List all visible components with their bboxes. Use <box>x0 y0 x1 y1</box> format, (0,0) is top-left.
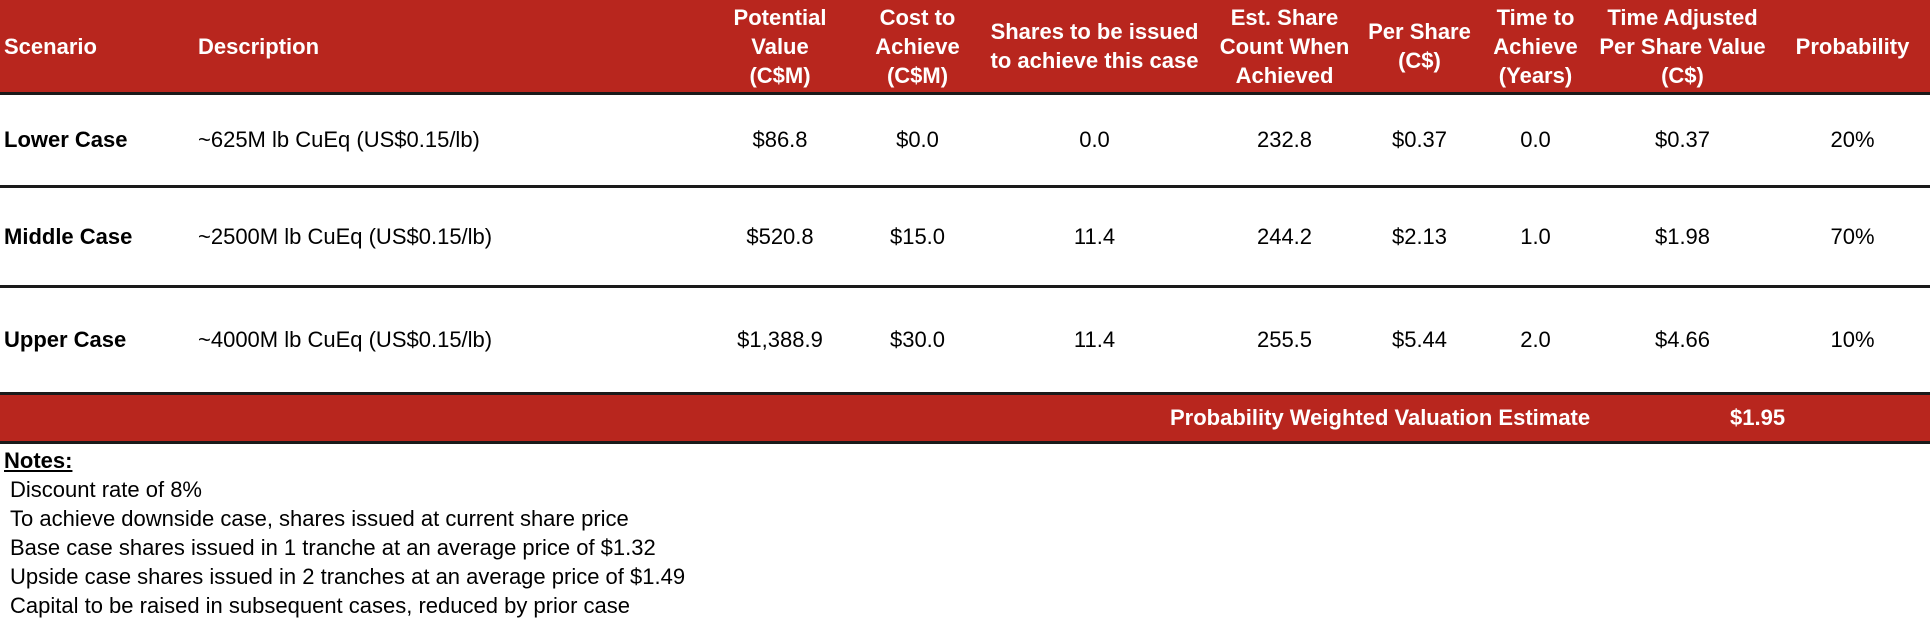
cell-description: ~625M lb CuEq (US$0.15/lb) <box>198 127 480 152</box>
cell-est-share-count: 255.5 <box>1256 326 1313 352</box>
cell-est-share-count: 232.8 <box>1256 127 1313 152</box>
cell-time-to-achieve: 1.0 <box>1520 223 1551 249</box>
cell-per-share: $0.37 <box>1391 127 1448 152</box>
cell-time-adjusted-value: $1.98 <box>1654 223 1711 249</box>
header-description: Description <box>198 33 320 59</box>
header-est-share-count: Est. Share Count When Achieved <box>1219 4 1350 88</box>
table-row: Upper Case ~4000M lb CuEq (US$0.15/lb) $… <box>0 288 1930 391</box>
header-time-to-achieve: Time to Achieve (Years) <box>1493 4 1578 88</box>
header-potential-value: Potential Value (C$M) <box>733 4 827 88</box>
valuation-total-label: Probability Weighted Valuation Estimate <box>1170 405 1591 430</box>
table-row: Middle Case ~2500M lb CuEq (US$0.15/lb) … <box>0 188 1930 288</box>
cell-time-to-achieve: 0.0 <box>1520 127 1551 152</box>
cell-time-adjusted-value: $4.66 <box>1654 326 1711 352</box>
table-header: Scenario Description Potential Value (C$… <box>0 0 1930 95</box>
note-item: To achieve downside case, shares issued … <box>10 506 629 531</box>
header-shares-issued: Shares to be issued to achieve this case <box>990 19 1199 73</box>
header-probability: Probability <box>1795 33 1910 59</box>
cell-potential-value: $520.8 <box>746 223 814 249</box>
cell-est-share-count: 244.2 <box>1256 223 1313 249</box>
cell-scenario: Upper Case <box>4 326 127 352</box>
cell-shares-issued: 11.4 <box>1073 223 1116 249</box>
note-item: Capital to be raised in subsequent cases… <box>10 593 631 618</box>
cell-per-share: $2.13 <box>1391 223 1448 249</box>
note-item: Base case shares issued in 1 tranche at … <box>10 535 656 560</box>
notes-section: Notes: Discount rate of 8% To achieve do… <box>4 446 685 620</box>
header-scenario: Scenario <box>4 33 97 59</box>
cell-description: ~2500M lb CuEq (US$0.15/lb) <box>198 223 493 249</box>
header-per-share: Per Share (C$) <box>1368 19 1471 73</box>
header-cost-to-achieve: Cost to Achieve (C$M) <box>875 4 960 88</box>
cell-potential-value: $1,388.9 <box>737 326 823 352</box>
cell-scenario: Lower Case <box>4 127 128 152</box>
cell-shares-issued: 11.4 <box>1073 326 1116 352</box>
valuation-total-value: $1.95 <box>1730 405 1786 430</box>
cell-scenario: Middle Case <box>4 223 133 249</box>
cell-shares-issued: 0.0 <box>1079 127 1110 152</box>
note-item: Upside case shares issued in 2 tranches … <box>10 564 686 589</box>
cell-time-adjusted-value: $0.37 <box>1654 127 1711 152</box>
cell-probability: 20% <box>1830 127 1875 152</box>
cell-cost-to-achieve: $15.0 <box>889 223 946 249</box>
table-row: Lower Case ~625M lb CuEq (US$0.15/lb) $8… <box>0 95 1930 188</box>
header-time-adjusted-value: Time Adjusted Per Share Value (C$) <box>1599 4 1766 88</box>
cell-cost-to-achieve: $0.0 <box>896 127 939 152</box>
cell-per-share: $5.44 <box>1391 326 1448 352</box>
cell-time-to-achieve: 2.0 <box>1520 326 1551 352</box>
cell-cost-to-achieve: $30.0 <box>889 326 946 352</box>
notes-title: Notes: <box>4 448 73 473</box>
cell-description: ~4000M lb CuEq (US$0.15/lb) <box>198 326 493 352</box>
note-item: Discount rate of 8% <box>10 477 202 502</box>
cell-potential-value: $86.8 <box>752 127 808 152</box>
valuation-total-band: Probability Weighted Valuation Estimate … <box>0 392 1930 444</box>
cell-probability: 70% <box>1830 223 1875 249</box>
cell-probability: 10% <box>1830 326 1875 352</box>
